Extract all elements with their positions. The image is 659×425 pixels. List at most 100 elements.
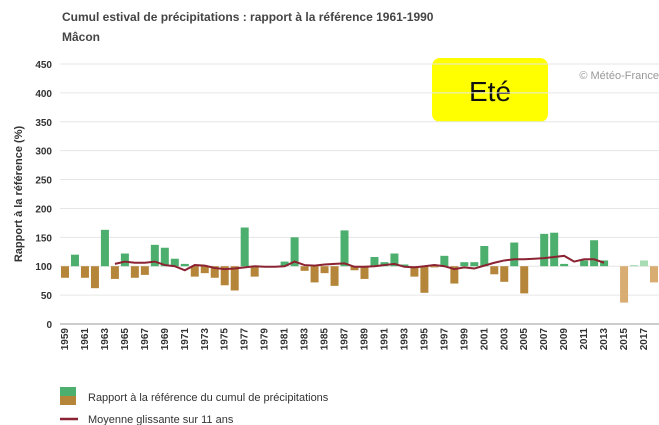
legend-swatch xyxy=(60,396,76,405)
bar xyxy=(560,263,569,267)
moving-average-line xyxy=(114,254,605,272)
bar xyxy=(540,233,549,267)
x-tick-label: 1975 xyxy=(220,328,231,351)
bar xyxy=(310,266,319,283)
x-tick-label: 1997 xyxy=(439,328,450,351)
bar xyxy=(360,266,369,279)
bar xyxy=(230,266,239,291)
x-tick-label: 1967 xyxy=(140,328,151,351)
y-tick-label: 350 xyxy=(35,118,52,129)
bar xyxy=(510,242,519,267)
bar xyxy=(440,255,449,267)
x-tick-label: 1987 xyxy=(340,328,351,351)
bar xyxy=(400,264,409,267)
y-tick-label: 0 xyxy=(46,320,52,331)
bar xyxy=(240,227,249,267)
x-tick-label: 1961 xyxy=(80,328,91,351)
bar xyxy=(60,266,69,278)
bar xyxy=(320,266,329,274)
x-tick-label: 2015 xyxy=(619,328,630,351)
bar xyxy=(430,266,439,268)
legend-label: Rapport à la référence du cumul de préci… xyxy=(88,392,329,404)
y-tick-label: 300 xyxy=(35,147,52,158)
x-tick-label: 1979 xyxy=(260,328,271,351)
x-tick-label: 1959 xyxy=(60,328,71,351)
x-tick-label: 1995 xyxy=(419,328,430,351)
x-tick-label: 2013 xyxy=(599,328,610,351)
bar xyxy=(590,240,599,267)
x-tick-label: 1973 xyxy=(200,328,211,351)
y-axis-label: Rapport à la référence (%) xyxy=(13,126,25,263)
y-tick-label: 100 xyxy=(35,262,52,273)
legend-swatch xyxy=(60,387,76,396)
chart-subtitle: Mâcon xyxy=(62,30,100,44)
bar xyxy=(280,261,289,267)
bar xyxy=(450,266,459,284)
bar xyxy=(460,262,469,267)
bar xyxy=(470,262,479,267)
x-tick-label: 1999 xyxy=(459,328,470,351)
bar xyxy=(490,266,499,275)
bar xyxy=(190,266,199,277)
x-tick-label: 1989 xyxy=(359,328,370,351)
bar xyxy=(100,229,109,267)
x-tick-label: 2003 xyxy=(499,328,510,351)
season-label: Eté xyxy=(469,76,511,107)
bar xyxy=(480,246,489,267)
bar xyxy=(640,260,649,267)
chart-title: Cumul estival de précipitations : rappor… xyxy=(62,10,434,24)
bar xyxy=(520,266,529,294)
x-tick-label: 1993 xyxy=(399,328,410,351)
bar xyxy=(140,266,149,275)
bar xyxy=(300,266,309,271)
x-tick-label: 2005 xyxy=(519,328,530,351)
bar xyxy=(580,260,589,267)
x-tick-label: 2017 xyxy=(639,328,650,351)
bar xyxy=(180,263,189,267)
bar xyxy=(620,266,629,303)
bar xyxy=(420,266,429,293)
y-tick-label: 400 xyxy=(35,89,52,100)
bar xyxy=(150,244,159,267)
x-tick-label: 1985 xyxy=(320,328,331,351)
bar xyxy=(330,266,339,286)
bar xyxy=(600,260,609,267)
credit: © Météo-France xyxy=(579,70,659,82)
x-tick-label: 1983 xyxy=(300,328,311,351)
bar xyxy=(70,254,79,267)
bar xyxy=(90,266,99,289)
legend-label: Moyenne glissante sur 11 ans xyxy=(88,414,234,425)
x-tick-label: 2011 xyxy=(579,328,590,350)
bar xyxy=(220,266,229,286)
bar xyxy=(80,266,89,278)
x-tick-label: 1969 xyxy=(160,328,171,351)
bar xyxy=(350,266,359,271)
bar xyxy=(250,266,259,277)
bar xyxy=(120,253,129,267)
x-tick-label: 1981 xyxy=(280,328,291,351)
bar xyxy=(110,266,119,279)
x-tick-label: 1977 xyxy=(240,328,251,351)
x-tick-label: 2009 xyxy=(559,328,570,351)
x-tick-label: 1991 xyxy=(379,328,390,351)
y-tick-label: 250 xyxy=(35,176,52,187)
bar xyxy=(130,266,139,278)
y-tick-label: 450 xyxy=(35,60,52,71)
bar xyxy=(290,237,299,267)
bar xyxy=(210,266,219,278)
x-tick-label: 1963 xyxy=(100,328,111,351)
bar xyxy=(650,266,659,283)
y-tick-label: 200 xyxy=(35,204,52,215)
bar xyxy=(340,230,349,267)
x-tick-label: 2007 xyxy=(539,328,550,351)
bar xyxy=(370,256,379,267)
y-tick-label: 150 xyxy=(35,233,52,244)
bar xyxy=(410,266,419,277)
x-tick-label: 1971 xyxy=(180,328,191,351)
y-tick-label: 50 xyxy=(41,291,53,302)
bar xyxy=(160,247,169,267)
bar xyxy=(170,258,179,267)
bar xyxy=(630,265,639,267)
x-tick-label: 1965 xyxy=(120,328,131,351)
